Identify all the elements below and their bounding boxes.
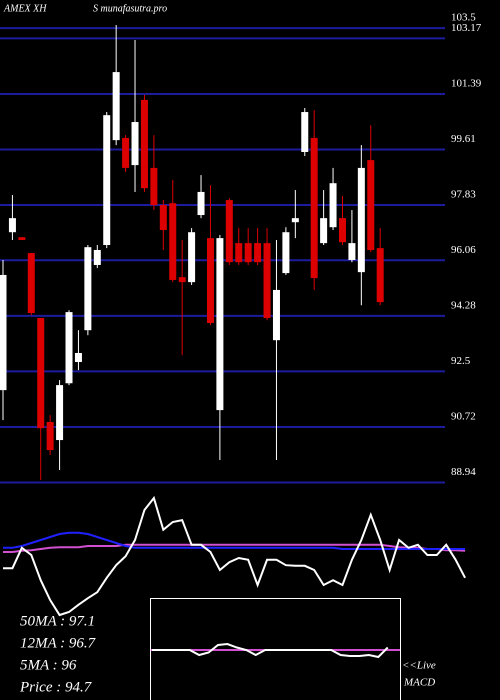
candle-body [216, 238, 224, 411]
y-tick-label: 99.61 [451, 133, 476, 145]
candle-body [178, 277, 186, 283]
indicator-line [3, 543, 466, 553]
candle-body [320, 218, 328, 244]
candle-body [122, 137, 130, 168]
candle-body [310, 137, 318, 279]
candle-body [27, 253, 35, 314]
y-tick-label: 94.28 [451, 299, 476, 311]
candle-body [8, 218, 16, 233]
candle-body [93, 249, 101, 265]
candle-body [188, 232, 196, 283]
macd-box [150, 598, 401, 700]
live-label: <<Live [402, 660, 436, 672]
candle-body [301, 112, 309, 152]
candle-body [197, 191, 205, 216]
candle-body [376, 248, 384, 303]
candle-body [150, 167, 158, 206]
candle-body [244, 243, 252, 263]
candle-body [367, 160, 375, 250]
y-tick-label: 103.17 [451, 22, 482, 34]
candle-body [357, 167, 365, 273]
candle-body [37, 318, 45, 429]
candle-body [169, 203, 177, 280]
y-tick-label: 88.94 [451, 466, 476, 478]
candle-body [56, 385, 64, 441]
candle-body [74, 352, 82, 363]
macd-label: MACD [403, 677, 435, 689]
candle-body [103, 115, 111, 245]
candle-body [65, 312, 73, 384]
candle-body [348, 243, 356, 260]
stat-label: 5MA : 96 [20, 657, 77, 673]
candle-body [329, 183, 337, 228]
candle-body [235, 243, 243, 263]
candle-body [225, 200, 233, 263]
stat-label: 12MA : 96.7 [20, 635, 97, 651]
y-tick-label: 92.5 [451, 355, 471, 367]
candle-body [291, 218, 299, 223]
candle-body [0, 274, 7, 391]
candle-body [140, 99, 148, 189]
macd-line [152, 642, 389, 659]
stat-label: Price : 94.7 [19, 679, 93, 695]
candle-body [254, 243, 262, 263]
indicator-line [3, 495, 466, 617]
candle-body [84, 247, 92, 331]
stat-label: 50MA : 97.1 [20, 613, 95, 629]
candle-body [112, 72, 120, 141]
candle-body [131, 122, 139, 166]
source-label: S munafasutra.pro [93, 3, 167, 14]
y-tick-label: 103.5 [451, 12, 476, 24]
candle-body [159, 205, 167, 231]
candle-body [206, 238, 214, 324]
candle-body [46, 421, 54, 451]
candle-body [18, 237, 26, 241]
exchange-label: AMEX XH [3, 3, 47, 14]
candle-body [272, 289, 280, 341]
y-tick-label: 101.39 [451, 77, 482, 89]
indicator-line [3, 531, 466, 550]
y-tick-label: 97.83 [451, 189, 476, 201]
candle-body [263, 243, 271, 319]
y-tick-label: 96.06 [451, 244, 476, 256]
candle-body [338, 218, 346, 243]
y-tick-label: 90.72 [451, 410, 476, 422]
candle-body [282, 232, 290, 274]
